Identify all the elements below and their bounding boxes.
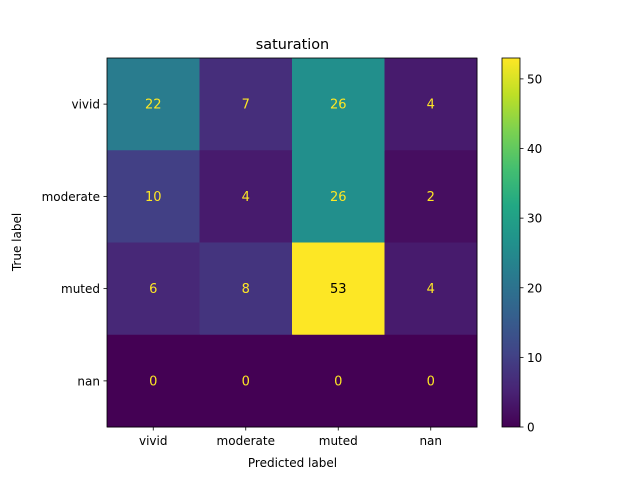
cell-value-label: 4	[242, 190, 250, 205]
x-tick-label: moderate	[217, 434, 275, 448]
cell-value-label: 4	[427, 282, 435, 297]
colorbar-gradient	[501, 57, 521, 428]
heatmap-cell	[384, 242, 478, 336]
heatmap-cell	[199, 150, 293, 243]
heatmap-cell	[384, 150, 478, 243]
cell-value-label: 0	[334, 374, 342, 389]
heatmap-cell	[292, 150, 385, 243]
heatmap-cell	[292, 58, 385, 151]
cell-value-label: 26	[330, 98, 347, 113]
cell-value-label: 0	[427, 374, 435, 389]
colorbar-tick-label: 30	[527, 212, 542, 226]
cell-value-label: 0	[242, 374, 250, 389]
heatmap-axes: vivid moderate muted nan vivid moderate muted n…	[42, 57, 478, 448]
heatmap-cell	[199, 334, 293, 428]
heatmap-cell	[199, 242, 293, 336]
cell-value-label: 53	[330, 282, 347, 297]
cell-value-label: 2	[427, 190, 435, 205]
heatmap-cell	[384, 334, 478, 428]
colorbar-tick-label: 20	[527, 281, 542, 295]
cell-value-label: 0	[149, 374, 157, 389]
chart-title: saturation	[256, 37, 329, 53]
x-tick-label: nan	[419, 434, 442, 448]
cell-value-label: 4	[427, 98, 435, 113]
x-tick-label: muted	[319, 434, 358, 448]
heatmap-cell	[107, 150, 200, 243]
cell-value-label: 8	[242, 282, 250, 297]
plot-frame	[106, 57, 478, 428]
heatmap-cell	[199, 58, 293, 151]
y-axis-label: True label	[10, 213, 24, 272]
cell-value-label: 10	[145, 190, 162, 205]
y-tick-label: nan	[77, 374, 100, 388]
heatmap-cell	[384, 58, 478, 151]
y-tick-label: muted	[61, 282, 100, 296]
colorbar-tick-label: 50	[527, 72, 542, 86]
cell-value-label: 6	[149, 282, 157, 297]
x-axis-label: Predicted label	[248, 456, 337, 470]
cell-value-label: 22	[145, 98, 162, 113]
cell-value-label: 26	[330, 190, 347, 205]
heatmap-cell	[107, 58, 200, 151]
heatmap-cell	[292, 334, 385, 428]
x-tick-label: vivid	[139, 434, 168, 448]
colorbar: 0 10 20 30 40 50	[501, 57, 542, 435]
y-tick-label: vivid	[72, 98, 101, 112]
colorbar-tick-label: 40	[527, 142, 542, 156]
colorbar-tick-label: 0	[527, 421, 535, 435]
y-tick-label: moderate	[42, 190, 100, 204]
heatmap-cell	[107, 242, 200, 336]
heatmap-cell	[292, 242, 385, 336]
cell-value-label: 7	[242, 98, 250, 113]
heatmap-cells: 22 7 26 410 4 26 26 8 53 40 0 0 0	[107, 58, 478, 428]
heatmap-cell	[107, 334, 200, 428]
colorbar-tick-label: 10	[527, 351, 542, 365]
